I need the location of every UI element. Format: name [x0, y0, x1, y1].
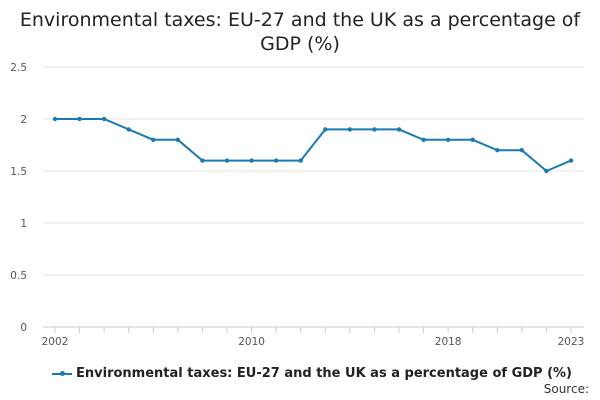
chart-title: Environmental taxes: EU-27 and the UK as…: [19, 9, 581, 55]
data-point: [421, 137, 426, 142]
data-point: [77, 116, 82, 122]
y-tick-label: 2: [20, 114, 27, 126]
data-point: [298, 158, 303, 163]
data-point: [519, 148, 525, 153]
x-tick-label: 2010: [238, 336, 265, 348]
x-tick-label: 2018: [435, 336, 462, 348]
y-tick-label: 0.5: [10, 270, 27, 282]
data-point: [200, 158, 205, 163]
data-point: [175, 137, 181, 142]
legend-swatch: [52, 369, 72, 379]
data-point: [445, 137, 451, 142]
data-point: [323, 127, 328, 132]
series-line: [55, 118, 572, 172]
data-point: [249, 158, 254, 163]
data-point: [52, 116, 58, 122]
data-point: [470, 137, 475, 142]
source-label: Source:: [543, 382, 589, 396]
data-point: [151, 137, 156, 142]
data-point: [544, 168, 549, 174]
y-tick-label: 2.5: [10, 62, 27, 74]
legend-label: Environmental taxes: EU-27 and the UK as…: [76, 366, 572, 381]
data-point: [126, 127, 131, 132]
data-point: [372, 127, 377, 132]
data-point: [396, 127, 402, 132]
data-point: [568, 158, 574, 163]
chart-legend[interactable]: Environmental taxes: EU-27 and the UK as…: [52, 366, 572, 381]
y-tick-label: 1: [20, 218, 27, 230]
data-point: [495, 148, 500, 153]
y-tick-label: 0: [20, 322, 27, 334]
data-point: [101, 116, 107, 122]
data-point: [347, 127, 353, 132]
x-tick-label: 2023: [558, 336, 585, 348]
data-point: [273, 158, 279, 163]
y-tick-label: 1.5: [10, 166, 27, 178]
x-tick-label: 2002: [42, 336, 69, 348]
data-point: [224, 158, 230, 163]
